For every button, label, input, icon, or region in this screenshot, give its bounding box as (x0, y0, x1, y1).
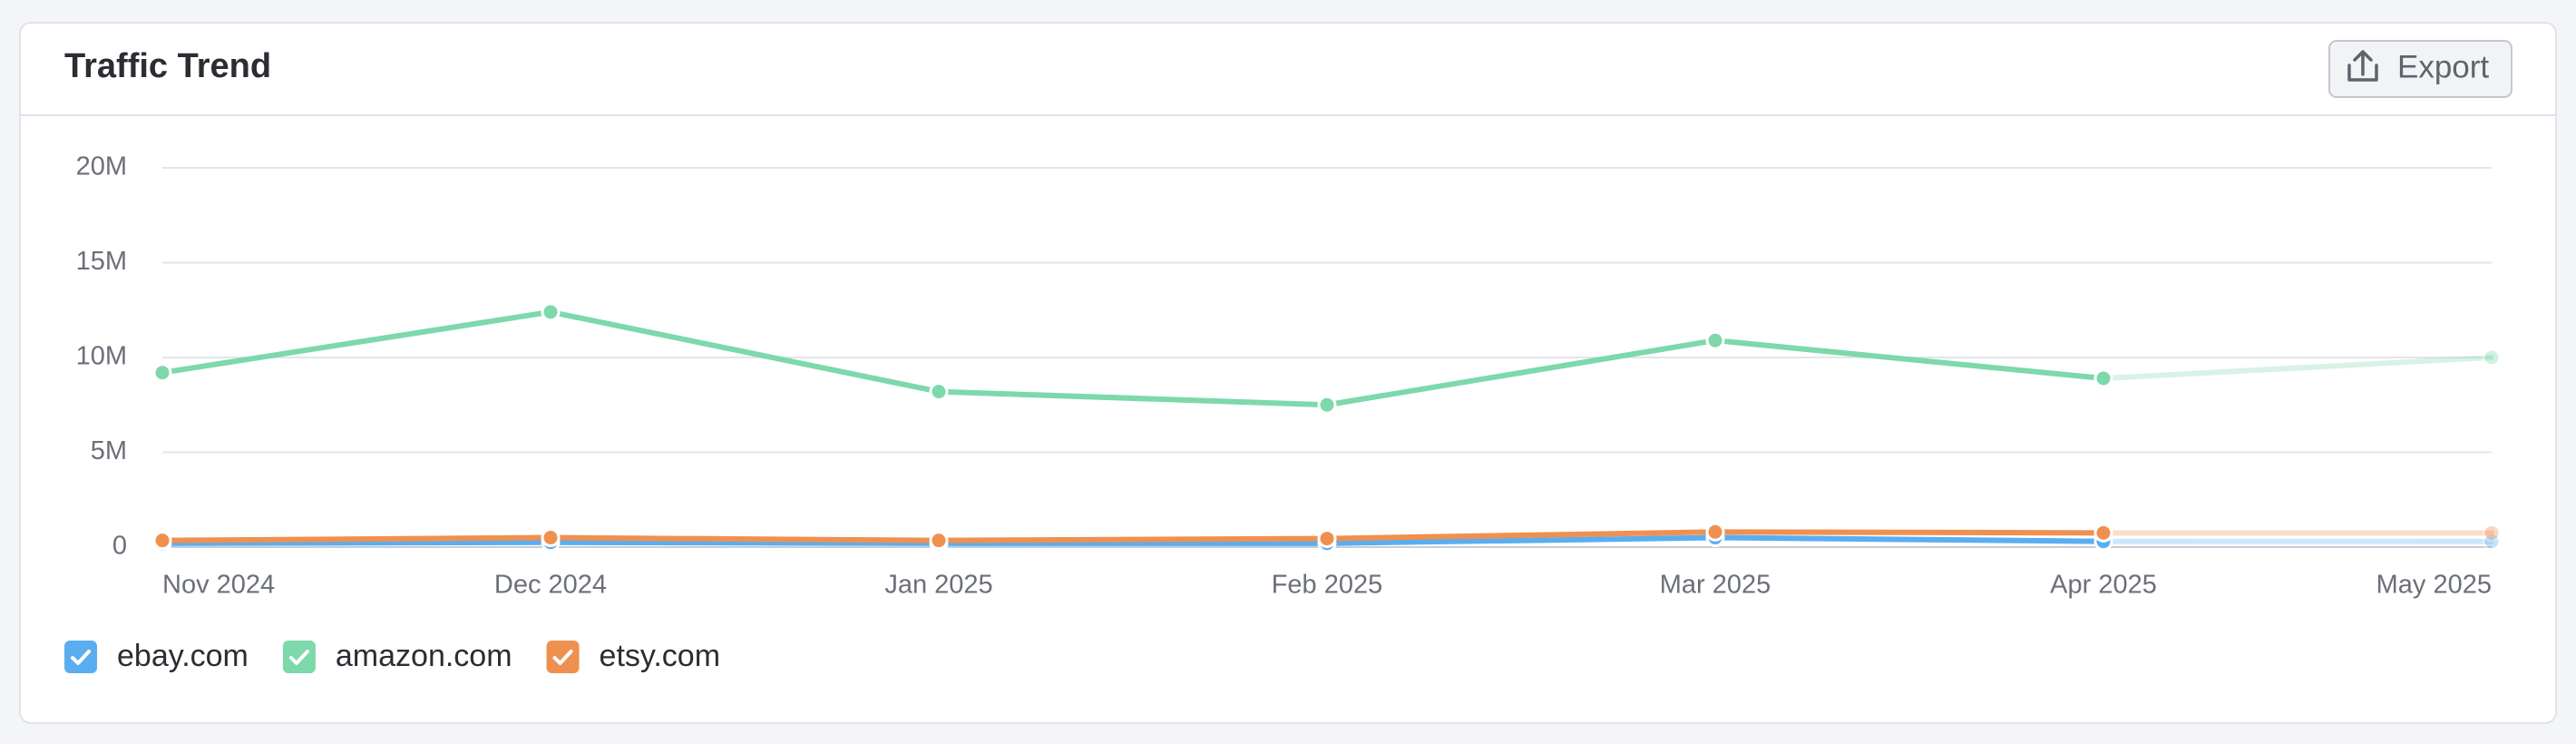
legend-item[interactable]: ebay.com (64, 639, 249, 673)
point (1317, 395, 1337, 415)
series-line-projected (2101, 355, 2494, 381)
x-tick-label: Nov 2024 (162, 571, 275, 600)
point (929, 382, 949, 402)
x-tick-label: Dec 2024 (494, 571, 607, 600)
legend-check (288, 650, 309, 665)
point (2093, 368, 2113, 388)
point (541, 302, 561, 322)
legend-label: amazon.com (336, 639, 512, 673)
export-label[interactable]: Export (2397, 49, 2489, 84)
x-tick-label: Jan 2025 (884, 571, 992, 600)
point (152, 531, 172, 551)
y-tick-label: 5M (91, 436, 127, 465)
legend-check (71, 650, 91, 665)
series-line (160, 308, 2106, 408)
legend-label: ebay.com (117, 639, 249, 673)
y-tick-label: 20M (76, 152, 127, 181)
x-tick-label: Feb 2025 (1272, 571, 1383, 600)
point (2482, 348, 2502, 367)
y-tick-label: 0 (112, 532, 127, 561)
point (1705, 522, 1725, 542)
point (2482, 523, 2502, 543)
point (1705, 330, 1725, 350)
point (929, 531, 949, 551)
x-tick-label: May 2025 (2376, 571, 2492, 600)
point (2482, 532, 2502, 552)
legend-label: etsy.com (600, 639, 721, 673)
x-tick-label: Mar 2025 (1660, 571, 1771, 600)
point (1317, 529, 1337, 549)
legend-checkbox (64, 641, 97, 673)
export-icon (2347, 50, 2378, 82)
plot: 0 5M 10M 15M 20M Nov 2024 Dec 2024 Jan 2025 Feb … (64, 152, 2502, 673)
series-line (160, 534, 2106, 546)
legend-checkbox (282, 641, 316, 673)
legend-check (552, 650, 573, 665)
x-tick-label: Apr 2025 (2050, 571, 2157, 600)
legend-item[interactable]: etsy.com (546, 639, 721, 673)
legend-checkbox (546, 641, 580, 673)
y-tick-label: 10M (76, 342, 127, 371)
point (2093, 523, 2113, 543)
point (541, 528, 561, 548)
export-button-bg[interactable] (2328, 40, 2513, 98)
legend-item[interactable]: amazon.com (282, 639, 512, 673)
series-line (160, 529, 2106, 543)
export-button[interactable]: Export (2328, 40, 2513, 98)
point (152, 363, 172, 383)
y-tick-label: 15M (76, 247, 127, 276)
chart-title: Traffic Trend (64, 47, 271, 85)
